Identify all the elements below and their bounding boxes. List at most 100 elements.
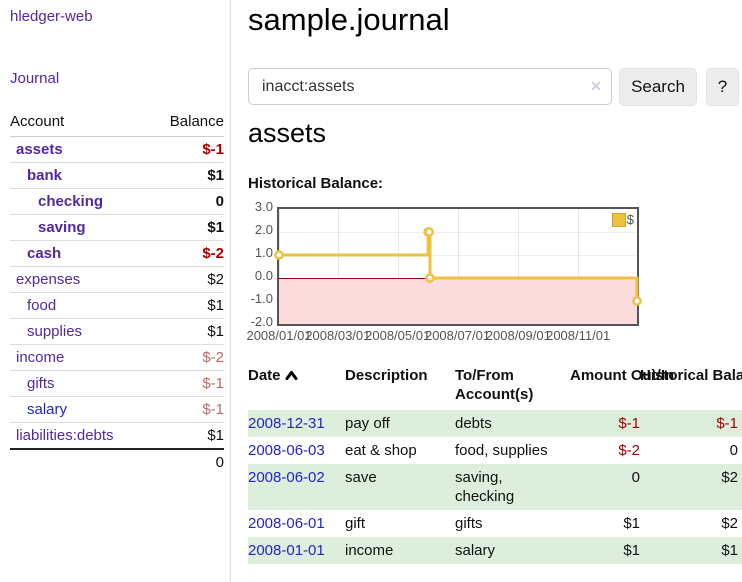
account-link[interactable]: bank — [27, 167, 63, 184]
v-gridline — [578, 209, 580, 324]
account-link[interactable]: supplies — [27, 323, 83, 340]
x-axis-tick-label: 2008/03/01 — [305, 328, 371, 343]
register-accounts: salary — [455, 542, 496, 559]
account-row: cash $-2 — [10, 240, 224, 267]
accounts-header-balance: Balance — [150, 110, 224, 137]
account-row: saving $1 — [10, 214, 224, 241]
x-axis-tick-label: 2008/07/01 — [424, 328, 491, 343]
account-balance: $1 — [150, 318, 224, 345]
clear-search-icon[interactable]: ✕ — [590, 78, 602, 94]
register-header-balance[interactable]: Historical Balance — [640, 367, 742, 384]
y-axis-tick-label: -1.0 — [250, 291, 273, 306]
account-link[interactable]: assets — [16, 141, 63, 158]
register-row: 2008-12-31 pay off debts $-1 $-1 — [248, 410, 742, 437]
y-axis-tick-label: 1.0 — [254, 245, 273, 260]
account-row: gifts $-1 — [10, 370, 224, 397]
x-axis-tick-label: 2008/01/01 — [246, 328, 312, 343]
page-title: sample.journal — [248, 2, 450, 37]
v-gridline — [337, 209, 339, 324]
account-balance: $-2 — [150, 344, 224, 371]
chart-title: Historical Balance: — [248, 175, 384, 192]
help-button[interactable]: ? — [706, 68, 739, 106]
account-balance: $1 — [150, 292, 224, 319]
accounts-table-header-row: Account Balance — [10, 110, 224, 137]
register-description: income — [345, 542, 394, 559]
v-gridline — [518, 209, 520, 324]
account-balance: $1 — [150, 422, 224, 449]
balance-chart: $ 3.0 2.0 1.0 0.0 -1.0 -2.0 2008/01/01 2008/03/… — [246, 199, 742, 358]
account-link[interactable]: liabilities:debts — [16, 427, 114, 444]
chart-plot-area: $ — [274, 207, 642, 326]
register-description: eat & shop — [345, 442, 417, 459]
account-link[interactable]: checking — [38, 193, 104, 210]
account-link[interactable]: gifts — [27, 375, 55, 392]
register-description: pay off — [345, 415, 390, 432]
search-input[interactable] — [248, 68, 612, 105]
accounts-total-balance: 0 — [150, 448, 224, 475]
register-accounts: debts — [455, 415, 492, 432]
account-row: bank $1 — [10, 162, 224, 189]
data-point-marker — [274, 250, 284, 260]
account-row: expenses $2 — [10, 266, 224, 293]
y-axis-tick-label: 3.0 — [254, 199, 273, 214]
account-link[interactable]: salary — [27, 401, 68, 418]
register-date-link[interactable]: 2008-01-01 — [248, 542, 325, 559]
account-balance: $1 — [150, 162, 224, 189]
x-axis-tick-label: 2008/05/01 — [365, 328, 431, 343]
data-point-marker — [632, 296, 642, 306]
account-link[interactable]: food — [27, 297, 57, 314]
register-description: gift — [345, 515, 366, 532]
register-balance: $-1 — [716, 415, 738, 432]
account-link[interactable]: income — [16, 349, 65, 366]
data-point-marker — [424, 227, 434, 237]
accounts-header-account: Account — [10, 110, 151, 137]
account-link[interactable]: cash — [27, 245, 62, 262]
sidebar: hledger-web Journal Account Balance asse… — [0, 0, 231, 582]
register-amount: $-2 — [618, 442, 640, 459]
sidebar-journal-link[interactable]: Journal — [10, 70, 60, 87]
series-legend-label: $ — [626, 212, 634, 227]
register-balance: 0 — [729, 442, 738, 459]
account-row: assets $-1 — [10, 137, 224, 163]
account-balance: $-1 — [150, 370, 224, 397]
register-amount: $-1 — [618, 415, 640, 432]
h-gridline — [279, 255, 637, 256]
search-button[interactable]: Search — [619, 68, 697, 106]
balance-series-line — [274, 227, 642, 306]
account-link[interactable]: saving — [38, 219, 86, 236]
account-balance: $-1 — [150, 396, 224, 423]
y-axis-tick-label: -2.0 — [250, 314, 273, 329]
register-row: 2008-06-01 gift gifts $1 $2 — [248, 510, 742, 537]
x-axis-tick-label: 2008/09/01 — [485, 328, 551, 343]
register-header-accounts[interactable]: To/From Account(s) — [455, 367, 534, 403]
register-header-row: Date Description To/From Account(s) Amou… — [248, 362, 742, 410]
app-title-link[interactable]: hledger-web — [10, 8, 93, 25]
account-heading: assets — [248, 118, 327, 148]
register-row: 2008-01-01 income salary $1 $1 — [248, 537, 742, 564]
register-header-date[interactable]: Date — [248, 362, 345, 410]
account-balance: $2 — [150, 266, 224, 293]
series-color-swatch-icon — [611, 212, 626, 227]
register-date-link[interactable]: 2008-06-03 — [248, 442, 325, 459]
account-row: food $1 — [10, 292, 224, 319]
v-gridline — [279, 209, 280, 324]
register-row: 2008-06-02 save saving, checking 0 $2 — [248, 464, 742, 510]
register-accounts: food, supplies — [455, 442, 548, 459]
search-bar: ✕ Search ? — [248, 68, 742, 106]
account-link[interactable]: expenses — [16, 271, 81, 288]
register-date-link[interactable]: 2008-12-31 — [248, 415, 325, 432]
register-date-link[interactable]: 2008-06-01 — [248, 515, 325, 532]
account-row: salary $-1 — [10, 396, 224, 423]
register-header-description[interactable]: Description — [345, 367, 428, 384]
y-axis-tick-label: 2.0 — [254, 222, 273, 237]
v-gridline — [397, 209, 399, 324]
register-amount: $1 — [623, 515, 640, 532]
register-accounts: saving, checking — [455, 469, 515, 505]
register-header-amount[interactable]: Amount Out/In — [570, 367, 675, 384]
h-gridline — [279, 232, 637, 233]
accounts-total-row: 0 — [10, 448, 224, 475]
chart-legend: $ — [611, 212, 634, 227]
v-gridline — [457, 209, 459, 324]
main-content: sample.journal ✕ Search ? assets Histori… — [246, 0, 742, 582]
register-date-link[interactable]: 2008-06-02 — [248, 469, 325, 486]
